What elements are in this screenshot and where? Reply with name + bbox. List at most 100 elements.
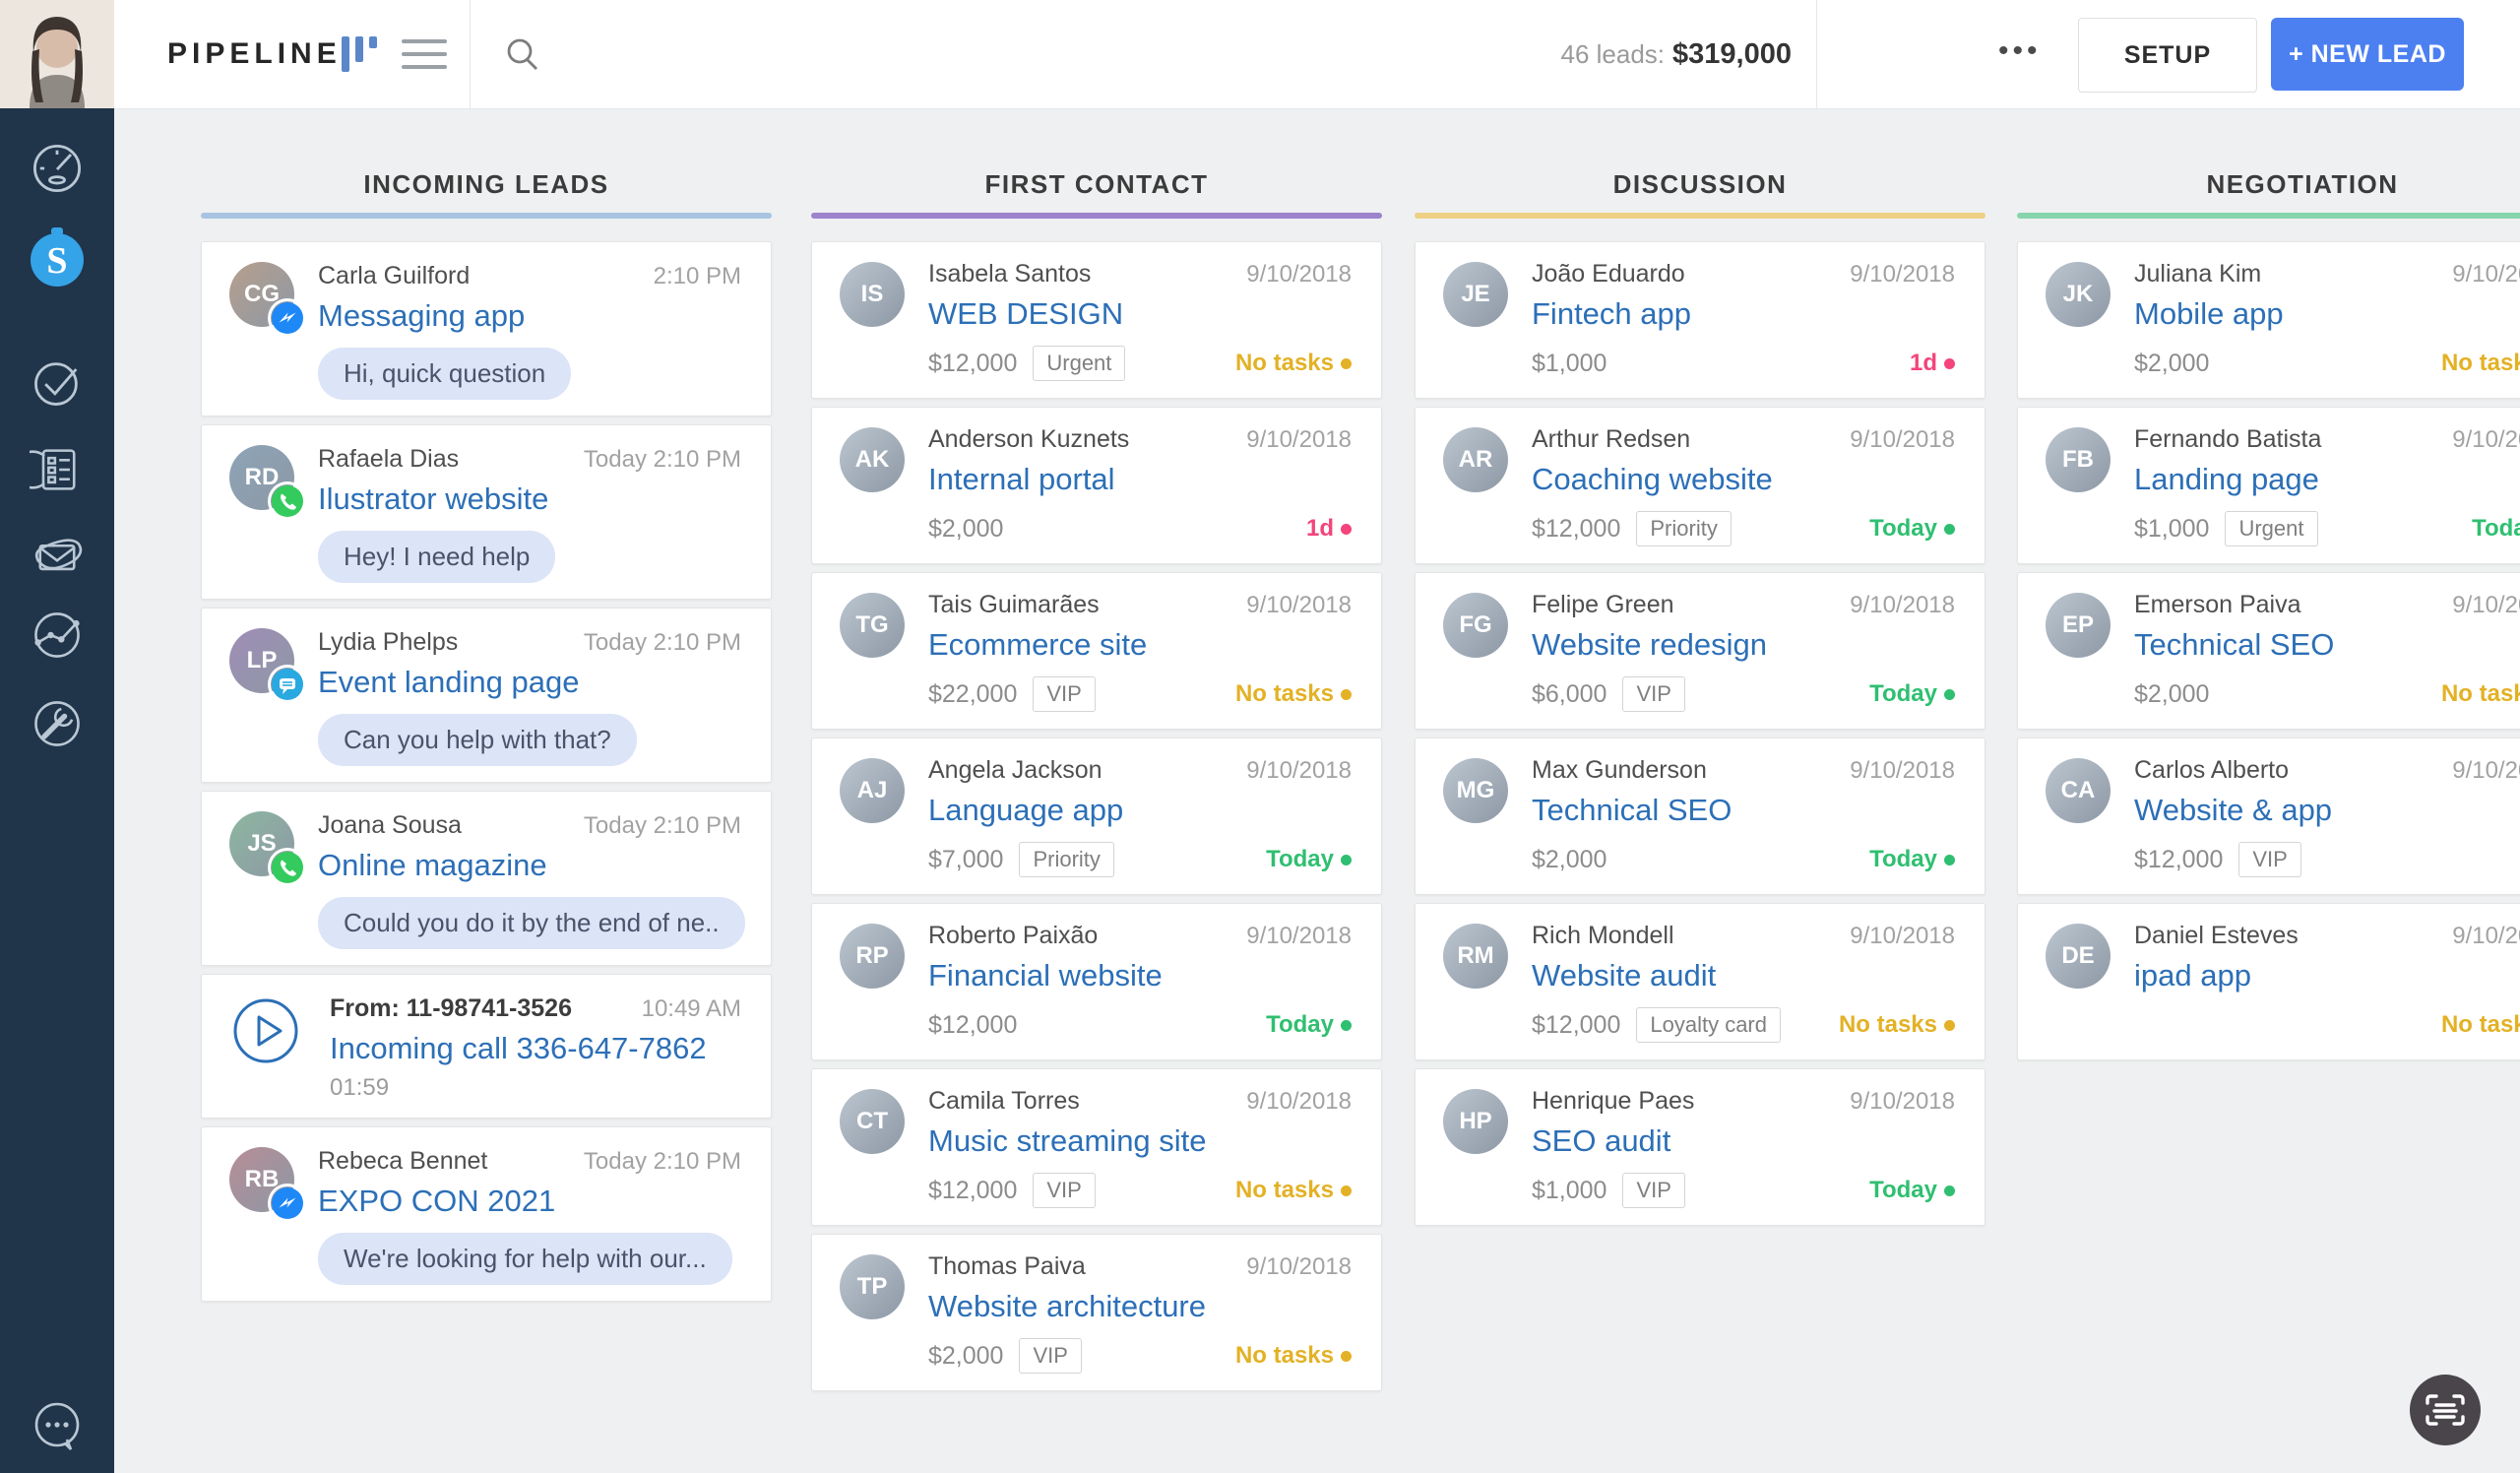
lead-title-link[interactable]: Music streaming site <box>928 1123 1207 1158</box>
call-title-link[interactable]: Incoming call 336-647-7862 <box>330 1031 707 1065</box>
lead-card-content: Max Gunderson 9/10/2018 Technical SEO $2,00… <box>1532 756 1955 878</box>
lead-title-link[interactable]: WEB DESIGN <box>928 296 1124 331</box>
avatar: HP <box>1443 1089 1508 1154</box>
lead-title-link[interactable]: Ilustrator website <box>318 481 549 516</box>
task-status: Today <box>1266 1011 1352 1039</box>
chat-message-preview: We're looking for help with our... <box>318 1233 732 1285</box>
incoming-lead-card[interactable]: RD Rafaela Dias Today 2:10 PM Ilustrator we… <box>201 424 772 600</box>
lead-tag: Priority <box>1636 511 1732 546</box>
lead-card[interactable]: HP Henrique Paes 9/10/2018 SEO audit $1,000 V… <box>1415 1068 1985 1226</box>
lead-title-link[interactable]: Ecommerce site <box>928 627 1148 662</box>
incoming-lead-card[interactable]: CG Carla Guilford 2:10 PM Messaging app Hi, … <box>201 241 772 416</box>
lead-title-link[interactable]: SEO audit <box>1532 1123 1671 1158</box>
lead-title-link[interactable]: Website & app <box>2134 793 2333 827</box>
screen-scan-button[interactable] <box>2410 1375 2481 1445</box>
play-recording-icon[interactable] <box>231 996 300 1065</box>
kanban-view-icon[interactable] <box>340 32 383 76</box>
tasks-icon[interactable] <box>30 355 85 411</box>
lead-card[interactable]: FB Fernando Batista 9/10/2018 Landing page $… <box>2017 407 2520 564</box>
lead-contact-name: Max Gunderson <box>1532 756 1707 784</box>
lead-card-content: Juliana Kim 9/10/2018 Mobile app $2,000 No t… <box>2134 260 2520 382</box>
lead-price: $12,000 <box>1532 1010 1621 1039</box>
setup-button[interactable]: SETUP <box>2078 18 2257 93</box>
lead-title-link[interactable]: Website architecture <box>928 1289 1206 1323</box>
lead-contact-name: Thomas Paiva <box>928 1252 1086 1280</box>
lead-contact-name: Arthur Redsen <box>1532 425 1691 453</box>
settings-icon[interactable] <box>30 696 85 751</box>
lead-title-link[interactable]: Website audit <box>1532 958 1717 993</box>
lead-title-link[interactable]: Technical SEO <box>2134 627 2335 662</box>
lists-icon[interactable] <box>13 442 85 497</box>
call-from-number: From: 11-98741-3526 <box>330 994 572 1022</box>
lead-title-link[interactable]: Mobile app <box>2134 296 2284 331</box>
task-status: Today <box>1266 846 1352 873</box>
more-menu-icon[interactable]: ••• <box>1998 34 2042 67</box>
whatsapp-badge-icon <box>271 484 304 518</box>
dashboard-icon[interactable] <box>30 141 85 196</box>
lead-time: Today 2:10 PM <box>583 1148 741 1175</box>
lead-title-link[interactable]: Technical SEO <box>1532 793 1732 827</box>
lead-card[interactable]: TP Thomas Paiva 9/10/2018 Website architect… <box>811 1234 1382 1391</box>
lead-title-link[interactable]: Fintech app <box>1532 296 1691 331</box>
lead-card[interactable]: MG Max Gunderson 9/10/2018 Technical SEO $2,… <box>1415 737 1985 895</box>
lead-title-link[interactable]: Landing page <box>2134 462 2319 496</box>
lead-title-link[interactable]: Online magazine <box>318 848 547 882</box>
lead-card-content: Daniel Esteves 9/10/2018 ipad app No tasks <box>2134 922 2520 1044</box>
lead-contact-name: Carla Guilford <box>318 262 471 289</box>
pipeline-column-first-contact: FIRST CONTACT IS Isabela Santos 9/10/2018 WE… <box>811 108 1382 1391</box>
svg-text:S: S <box>46 240 67 282</box>
lead-card[interactable]: FG Felipe Green 9/10/2018 Website redesign $… <box>1415 572 1985 730</box>
whatsapp-badge-icon <box>271 851 304 884</box>
stats-icon[interactable] <box>30 608 85 663</box>
incoming-call-card[interactable]: From: 11-98741-3526 10:49 AM Incoming call… <box>201 974 772 1119</box>
lead-title-link[interactable]: Coaching website <box>1532 462 1773 496</box>
column-title: DISCUSSION <box>1612 169 1788 199</box>
support-chat-icon[interactable] <box>28 1396 87 1455</box>
lead-title-link[interactable]: Website redesign <box>1532 627 1767 662</box>
lead-price: $2,000 <box>928 514 1004 543</box>
lead-card[interactable]: JE João Eduardo 9/10/2018 Fintech app $1,000… <box>1415 241 1985 399</box>
incoming-lead-card[interactable]: JS Joana Sousa Today 2:10 PM Online magazin… <box>201 791 772 966</box>
lead-title-link[interactable]: ipad app <box>2134 958 2251 993</box>
lead-title-link[interactable]: Messaging app <box>318 298 526 333</box>
lead-card[interactable]: EP Emerson Paiva 9/10/2018 Technical SEO $2,… <box>2017 572 2520 730</box>
lead-price: $12,000 <box>928 1176 1018 1204</box>
lead-card[interactable]: DE Daniel Esteves 9/10/2018 ipad app No task… <box>2017 903 2520 1060</box>
avatar: AJ <box>840 758 905 823</box>
list-view-icon[interactable] <box>402 37 447 71</box>
lead-card[interactable]: JK Juliana Kim 9/10/2018 Mobile app $2,000 No… <box>2017 241 2520 399</box>
new-lead-button[interactable]: + NEW LEAD <box>2271 18 2464 91</box>
lead-card[interactable]: AK Anderson Kuznets 9/10/2018 Internal port… <box>811 407 1382 564</box>
lead-card[interactable]: RM Rich Mondell 9/10/2018 Website audit $12,… <box>1415 903 1985 1060</box>
lead-card[interactable]: IS Isabela Santos 9/10/2018 WEB DESIGN $12,0… <box>811 241 1382 399</box>
lead-contact-name: Rafaela Dias <box>318 445 460 473</box>
lead-title-link[interactable]: Financial website <box>928 958 1163 993</box>
lead-card[interactable]: CT Camila Torres 9/10/2018 Music streaming … <box>811 1068 1382 1226</box>
lead-card[interactable]: AJ Angela Jackson 9/10/2018 Language app $7,… <box>811 737 1382 895</box>
lead-card[interactable]: AR Arthur Redsen 9/10/2018 Coaching website… <box>1415 407 1985 564</box>
incoming-lead-card[interactable]: LP Lydia Phelps Today 2:10 PM Event landing… <box>201 608 772 783</box>
user-avatar[interactable] <box>0 0 114 108</box>
lead-card[interactable]: CA Carlos Alberto 9/10/2018 Website & app $1… <box>2017 737 2520 895</box>
lead-price: $1,000 <box>1532 1176 1607 1204</box>
lead-title-link[interactable]: Internal portal <box>928 462 1115 496</box>
mail-icon[interactable] <box>30 529 85 584</box>
lead-title-link[interactable]: EXPO CON 2021 <box>318 1184 556 1218</box>
lead-title-link[interactable]: Event landing page <box>318 665 580 699</box>
lead-card[interactable]: TG Tais Guimarães 9/10/2018 Ecommerce site $… <box>811 572 1382 730</box>
search-icon[interactable] <box>500 32 545 77</box>
column-accent-bar <box>811 213 1382 219</box>
pipeline-icon[interactable]: S <box>26 225 89 288</box>
lead-card[interactable]: RP Roberto Paixão 9/10/2018 Financial websi… <box>811 903 1382 1060</box>
column-cards: JK Juliana Kim 9/10/2018 Mobile app $2,000 No… <box>2017 241 2520 1060</box>
avatar: JE <box>1443 262 1508 327</box>
lead-contact-name: Roberto Paixão <box>928 922 1099 949</box>
column-header: NEGOTIATION <box>2017 108 2520 219</box>
incoming-lead-card[interactable]: RB Rebeca Bennet Today 2:10 PM EXPO CON 202… <box>201 1126 772 1302</box>
pipeline-board: INCOMING LEADS CG Carla Guilford 2:10 PM Mes… <box>114 108 2520 1473</box>
lead-card-content: João Eduardo 9/10/2018 Fintech app $1,000 1d <box>1532 260 1955 382</box>
lead-title-link[interactable]: Language app <box>928 793 1124 827</box>
lead-contact-name: Lydia Phelps <box>318 628 459 656</box>
lead-date: 9/10/2018 <box>2452 923 2520 949</box>
